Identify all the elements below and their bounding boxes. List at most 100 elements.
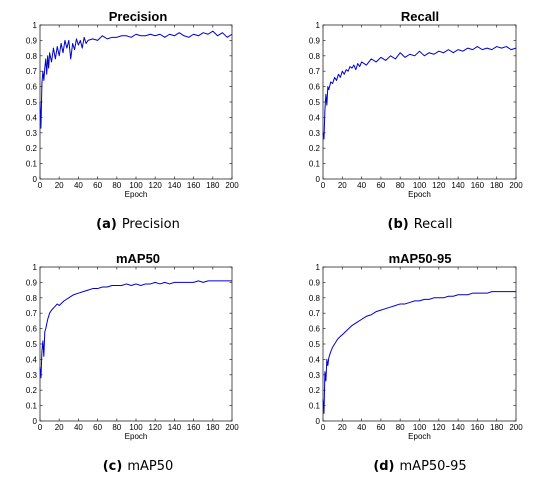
recall-ytick-label-8: 0.8 xyxy=(309,52,321,61)
map50-95-xtick-label-2: 40 xyxy=(357,423,366,432)
precision-ytick-label-8: 0.8 xyxy=(26,52,38,61)
map50-axes-box xyxy=(39,266,233,422)
map50-95-xtick-label-3: 60 xyxy=(376,423,385,432)
precision-ytick-label-0: 0 xyxy=(33,175,38,184)
recall-xtick-label-6: 120 xyxy=(432,181,446,190)
precision-xtick-label-5: 100 xyxy=(129,181,143,190)
map50-95-ytick-label-6: 0.6 xyxy=(309,325,321,334)
recall-xtick-label-1: 20 xyxy=(338,181,347,190)
recall-series-line-0 xyxy=(322,46,517,140)
map50-xtick-label-10: 200 xyxy=(225,423,239,432)
map50-95-xtick-label-6: 120 xyxy=(432,423,446,432)
chart-title-map50: mAP50 xyxy=(116,251,160,266)
map50-xtick-label-5: 100 xyxy=(129,423,143,432)
panel-c: mAP50 0 20 40 60 80 100 120 140 160 180 200 0 0.1 0.2… xyxy=(26,251,239,474)
precision-xaxis-label: Epoch xyxy=(125,190,148,199)
recall-xtick-label-4: 80 xyxy=(396,181,405,190)
caption-a: (a) Precision xyxy=(96,217,180,232)
map50-95-ytick-label-10: 1 xyxy=(316,263,321,272)
map50-xtick-label-4: 80 xyxy=(112,423,121,432)
precision-xtick-label-0: 0 xyxy=(38,181,43,190)
precision-ytick-label-7: 0.7 xyxy=(26,67,38,76)
recall-axes-box xyxy=(322,24,517,180)
map50-ytick-label-2: 0.2 xyxy=(26,386,38,395)
map50-95-xtick-label-5: 100 xyxy=(413,423,427,432)
map50-95-xtick-label-9: 180 xyxy=(490,423,504,432)
caption-c: (c) mAP50 xyxy=(103,459,174,474)
map50-xtick-label-8: 160 xyxy=(187,423,201,432)
caption-b: (b) Recall xyxy=(388,217,453,232)
caption-tag-d: (d) xyxy=(373,459,394,474)
map50-xtick-label-3: 60 xyxy=(93,423,102,432)
map50-95-ytick-label-9: 0.9 xyxy=(309,278,321,287)
recall-ytick-label-7: 0.7 xyxy=(309,67,321,76)
precision-ytick-label-9: 0.9 xyxy=(26,36,38,45)
recall-ytick-label-9: 0.9 xyxy=(309,36,321,45)
map50-ytick-label-5: 0.5 xyxy=(26,340,38,349)
recall-xaxis-label: Epoch xyxy=(408,190,431,199)
recall-ytick-label-1: 0.1 xyxy=(309,160,321,169)
caption-text-d: mAP50-95 xyxy=(400,459,467,474)
caption-tag-c: (c) xyxy=(103,459,123,474)
panel-b: Recall 0 20 40 60 80 100 120 140 160 180 200 0 0.1 0.… xyxy=(309,9,523,232)
caption-tag-a: (a) xyxy=(96,217,117,232)
map50-95-series-line-0 xyxy=(322,291,516,414)
map50-ytick-label-4: 0.4 xyxy=(26,355,38,364)
map50-xtick-label-9: 180 xyxy=(206,423,220,432)
caption-d: (d) mAP50-95 xyxy=(373,459,466,474)
recall-ytick-label-4: 0.4 xyxy=(309,113,321,122)
recall-xtick-label-8: 160 xyxy=(471,181,485,190)
map50-95-ytick-label-3: 0.3 xyxy=(309,371,321,380)
panel-d: mAP50-95 0 20 40 60 80 100 120 140 160 180 200 0 0.1… xyxy=(309,251,523,474)
map50-95-xtick-label-4: 80 xyxy=(396,423,405,432)
map50-xtick-label-7: 140 xyxy=(168,423,182,432)
map50-xtick-label-6: 120 xyxy=(149,423,163,432)
plot-area-precision: 0 20 40 60 80 100 120 140 160 180 200 0 0.1 0.2 0.3 0.4… xyxy=(26,21,239,199)
map50-ytick-label-1: 0.1 xyxy=(26,402,38,411)
panel-a: Precision 0 20 40 60 80 100 120 140 160 180 200 0 0.… xyxy=(26,9,239,232)
map50-95-xtick-label-8: 160 xyxy=(471,423,485,432)
plot-area-recall: 0 20 40 60 80 100 120 140 160 180 200 0 0.1 0.2 0.3 0.4… xyxy=(309,21,523,199)
map50-95-ytick-label-7: 0.7 xyxy=(309,309,321,318)
map50-xtick-label-1: 20 xyxy=(55,423,64,432)
recall-ytick-label-2: 0.2 xyxy=(309,144,321,153)
caption-tag-b: (b) xyxy=(388,217,409,232)
recall-ytick-label-6: 0.6 xyxy=(309,83,321,92)
map50-95-xaxis-label: Epoch xyxy=(408,432,431,441)
map50-95-ytick-label-2: 0.2 xyxy=(309,386,321,395)
chart-title-recall: Recall xyxy=(401,9,439,24)
map50-xtick-label-2: 40 xyxy=(74,423,83,432)
precision-xtick-label-1: 20 xyxy=(55,181,64,190)
map50-series-line-0 xyxy=(39,280,232,379)
precision-ytick-label-2: 0.2 xyxy=(26,144,38,153)
recall-xtick-label-3: 60 xyxy=(376,181,385,190)
precision-axes-box xyxy=(39,24,233,180)
map50-95-xtick-label-10: 200 xyxy=(509,423,523,432)
recall-ytick-label-10: 1 xyxy=(316,21,321,30)
precision-xtick-label-7: 140 xyxy=(168,181,182,190)
precision-xtick-label-2: 40 xyxy=(74,181,83,190)
map50-95-xtick-label-7: 140 xyxy=(451,423,465,432)
precision-xtick-label-3: 60 xyxy=(93,181,102,190)
plot-area-map50: 0 20 40 60 80 100 120 140 160 180 200 0 0.1 0.2 0.3 0.4… xyxy=(26,263,239,441)
map50-ytick-label-10: 1 xyxy=(33,263,38,272)
map50-xaxis-label: Epoch xyxy=(125,432,148,441)
chart-title-map50-95: mAP50-95 xyxy=(389,251,452,266)
recall-xtick-label-0: 0 xyxy=(321,181,326,190)
map50-ytick-label-3: 0.3 xyxy=(26,371,38,380)
precision-xtick-label-8: 160 xyxy=(187,181,201,190)
recall-xtick-label-9: 180 xyxy=(490,181,504,190)
caption-text-b: Recall xyxy=(414,217,453,232)
caption-text-c: mAP50 xyxy=(127,459,173,474)
precision-xtick-label-6: 120 xyxy=(149,181,163,190)
map50-ytick-label-0: 0 xyxy=(33,417,38,426)
recall-xtick-label-7: 140 xyxy=(451,181,465,190)
precision-ytick-label-3: 0.3 xyxy=(26,129,38,138)
map50-95-ytick-label-0: 0 xyxy=(316,417,321,426)
precision-xtick-label-10: 200 xyxy=(225,181,239,190)
precision-ytick-label-10: 1 xyxy=(33,21,38,30)
chart-title-precision: Precision xyxy=(109,9,168,24)
caption-text-a: Precision xyxy=(122,217,180,232)
map50-95-axes-box xyxy=(322,266,517,422)
recall-ytick-label-0: 0 xyxy=(316,175,321,184)
